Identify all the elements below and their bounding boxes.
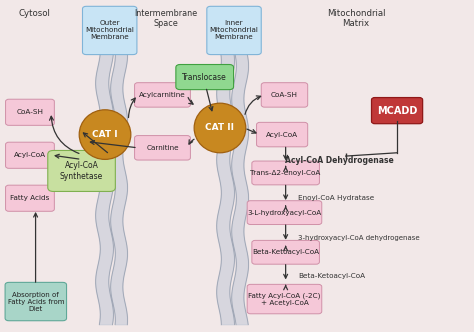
Text: CAT II: CAT II [205,124,235,132]
FancyBboxPatch shape [247,201,322,224]
Text: CAT I: CAT I [92,130,118,139]
Text: Acyl-CoA
Synthetase: Acyl-CoA Synthetase [60,161,103,181]
FancyBboxPatch shape [135,135,191,160]
FancyBboxPatch shape [135,83,191,107]
Polygon shape [217,53,235,325]
Text: Translocase: Translocase [182,73,227,82]
Text: Intermembrane
Space: Intermembrane Space [135,9,198,28]
Text: Beta-Ketoacyl-CoA: Beta-Ketoacyl-CoA [252,249,319,255]
FancyBboxPatch shape [252,240,319,264]
Text: Fatty Acyl-CoA (-2C)
+ Acetyl-CoA: Fatty Acyl-CoA (-2C) + Acetyl-CoA [248,292,320,306]
Text: CoA-SH: CoA-SH [17,109,44,115]
FancyBboxPatch shape [247,285,322,314]
Ellipse shape [194,103,246,153]
Text: CoA-SH: CoA-SH [271,92,298,98]
Polygon shape [232,53,248,325]
Text: Acyl-CoA Dehydrogenase: Acyl-CoA Dehydrogenase [285,156,393,165]
FancyBboxPatch shape [48,150,115,192]
FancyBboxPatch shape [372,98,423,124]
Text: Fatty Acids: Fatty Acids [10,195,50,201]
Polygon shape [96,53,113,325]
FancyBboxPatch shape [6,142,55,168]
Text: Acylcarnitine: Acylcarnitine [139,92,186,98]
FancyBboxPatch shape [176,64,234,90]
Text: Trans-Δ2-enoyl-CoA: Trans-Δ2-enoyl-CoA [250,170,321,176]
Text: Acyl-CoA: Acyl-CoA [266,131,298,137]
Text: Outer
Mitochondrial
Membrane: Outer Mitochondrial Membrane [85,21,134,41]
FancyBboxPatch shape [5,283,66,321]
FancyBboxPatch shape [6,185,55,211]
Text: MCADD: MCADD [377,106,417,116]
FancyBboxPatch shape [256,123,308,147]
Text: Carnitine: Carnitine [146,145,179,151]
FancyBboxPatch shape [252,161,319,185]
Text: Acyl-CoA: Acyl-CoA [14,152,46,158]
FancyBboxPatch shape [261,83,308,107]
Text: 3-hydroxyacyl-CoA dehydrogenase: 3-hydroxyacyl-CoA dehydrogenase [298,235,420,241]
FancyBboxPatch shape [6,99,55,125]
Text: 3-L-hydroxyacyl-CoA: 3-L-hydroxyacyl-CoA [247,209,321,215]
Ellipse shape [79,110,131,159]
Text: Inner
Mitochondrial
Membrane: Inner Mitochondrial Membrane [210,21,258,41]
FancyBboxPatch shape [207,6,261,54]
FancyBboxPatch shape [82,6,137,54]
Text: Beta-Ketoacyl-CoA: Beta-Ketoacyl-CoA [298,273,365,279]
Text: Mitochondrial
Matrix: Mitochondrial Matrix [327,9,385,28]
Polygon shape [110,53,128,325]
Text: Absorption of
Fatty Acids from
Diet: Absorption of Fatty Acids from Diet [8,291,64,311]
Text: Enoyl-CoA Hydratase: Enoyl-CoA Hydratase [298,196,374,202]
Text: Cytosol: Cytosol [18,9,51,18]
